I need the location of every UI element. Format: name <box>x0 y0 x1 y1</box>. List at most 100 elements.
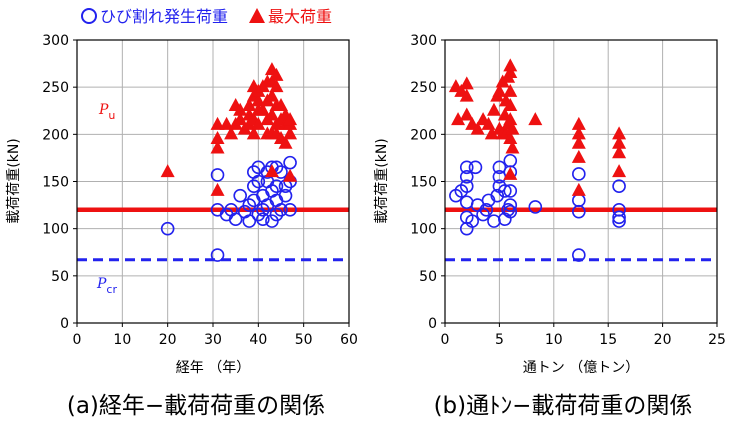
chart-b-xtick-label: 25 <box>708 332 726 348</box>
chart-a-max-point <box>283 112 298 126</box>
chart-b-max-point <box>459 76 474 90</box>
chart-a-crack-point <box>274 203 288 217</box>
chart-b-max-point <box>503 98 518 112</box>
chart-a-crack-point <box>283 203 297 217</box>
chart-b-ytick-label: 100 <box>410 222 437 238</box>
chart-a-max-point <box>210 182 225 196</box>
chart-b-ytick-label: 0 <box>428 316 437 332</box>
legend-max-label: 最大荷重 <box>268 7 332 26</box>
chart-a-max-point <box>210 116 225 130</box>
chart-b-max-point <box>503 83 518 97</box>
chart-b-crack-point <box>528 200 543 214</box>
chart-a-ytick-label: 150 <box>42 175 69 191</box>
chart-b-ytick-label: 200 <box>410 127 437 143</box>
chart-a-max-point <box>269 79 284 93</box>
chart-b-crack-point <box>487 214 501 228</box>
chart-b-crack-point <box>503 184 518 198</box>
chart-b-crack-point <box>459 160 474 175</box>
chart-b-crack-point <box>465 214 480 228</box>
chart-b-max-point <box>612 135 627 149</box>
chart-b-max-point <box>571 135 586 149</box>
chart-b-points <box>448 58 627 262</box>
chart-b-max-point <box>451 112 466 126</box>
chart-a-crack-point <box>269 179 284 194</box>
chart-a-pu-label: Pu <box>98 102 115 122</box>
chart-b-max-point <box>459 107 474 121</box>
chart-a-crack-point <box>233 188 247 203</box>
chart-b-crack-point <box>468 160 483 175</box>
chart-a-crack-point <box>269 207 284 222</box>
chart-b-max-point <box>505 140 520 154</box>
chart-a-xticks: 0 10 20 30 40 50 60 <box>73 323 358 348</box>
chart-b-xticks: 0 5 10 15 20 25 <box>441 323 726 348</box>
chart-b-xtick-label: 0 <box>441 332 450 348</box>
chart-b-max-point <box>484 126 499 140</box>
chart-a-max-point <box>210 131 225 145</box>
chart-a-crack-point <box>256 212 270 227</box>
chart-b-max-point <box>481 116 496 130</box>
chart-a-ytick-label: 50 <box>51 269 69 285</box>
chart-a-ytick-label: 250 <box>42 80 69 96</box>
chart-a-max-point <box>251 93 266 107</box>
chart-b-crack-point <box>612 214 626 228</box>
chart-a-xtick-label: 10 <box>113 332 131 348</box>
chart-b-max-point <box>503 65 518 79</box>
chart-b-crack-point <box>503 153 518 168</box>
chart-a-max-point <box>264 164 279 178</box>
chart-b-crack-point <box>459 195 474 210</box>
chart-a-ytick-label: 0 <box>60 316 69 332</box>
chart-b-crack-point <box>612 210 626 225</box>
chart-a-max-point <box>246 126 261 140</box>
chart-a-crack-point <box>228 212 243 227</box>
chart-b-max-point <box>459 88 474 102</box>
legend-max-marker <box>249 8 265 23</box>
chart-b-ylabel: 載荷荷重(kN) <box>374 138 390 224</box>
chart-a-max-point <box>264 88 279 102</box>
chart-b-crack-point <box>503 204 518 219</box>
chart-b-xtick-label: 20 <box>654 332 672 348</box>
chart-a-max-point <box>219 116 234 130</box>
chart-a-xtick-label: 20 <box>159 332 177 348</box>
chart-a-xtick-label: 30 <box>204 332 222 348</box>
chart-a-crack-point <box>242 214 257 228</box>
chart-b-xtick-label: 15 <box>599 332 617 348</box>
chart-a-ylabel: 載荷荷重(kN) <box>6 138 22 224</box>
chart-b-max-point <box>492 83 507 97</box>
chart-b-crack-point <box>498 184 512 198</box>
chart-b-max-point <box>470 121 485 135</box>
caption-b: (b)通ﾄﾝ−載荷荷重の関係 <box>434 393 693 419</box>
chart-a-xtick-label: 0 <box>73 332 82 348</box>
legend-crack-marker <box>81 8 97 24</box>
chart-a-points <box>160 62 298 262</box>
chart-a-max-point <box>233 112 248 126</box>
chart-b-yticks: 0 50 100 150 200 250 300 <box>410 33 445 332</box>
chart-b-ytick-label: 300 <box>410 33 437 49</box>
chart-a-crack-point <box>210 168 225 182</box>
chart-a-pu-p: P <box>98 102 109 118</box>
chart-b-ytick-label: 50 <box>419 269 437 285</box>
chart-b-max-point <box>612 145 627 159</box>
legend: ひび割れ発生荷重 最大荷重 <box>81 7 332 26</box>
chart-b-max-point <box>612 126 627 140</box>
chart-b-max-point <box>486 102 501 116</box>
chart-a-crack-point <box>247 179 261 194</box>
chart-b-max-point <box>571 149 586 163</box>
chart-b-grid <box>445 40 717 323</box>
chart-a-max-point <box>210 140 225 154</box>
chart-b-crack-point <box>479 203 494 217</box>
chart-b-crack-point <box>459 179 474 194</box>
chart-a-ytick-label: 200 <box>42 127 69 143</box>
chart-b-ytick-label: 250 <box>410 80 437 96</box>
chart-b-max-point <box>571 182 586 196</box>
chart-a-max-point <box>269 67 284 81</box>
chart-b-crack-point <box>490 188 505 203</box>
chart-a-crack-point <box>251 174 266 189</box>
chart-a-max-point <box>274 98 288 112</box>
chart-a-crack-point <box>210 248 225 262</box>
chart-a-max-point <box>160 164 175 178</box>
chart-a-max-point <box>283 126 298 140</box>
chart-b-max-point <box>503 58 518 72</box>
chart-b-max-point <box>503 112 518 126</box>
caption-a: (a)経年−載荷荷重の関係 <box>67 393 325 419</box>
